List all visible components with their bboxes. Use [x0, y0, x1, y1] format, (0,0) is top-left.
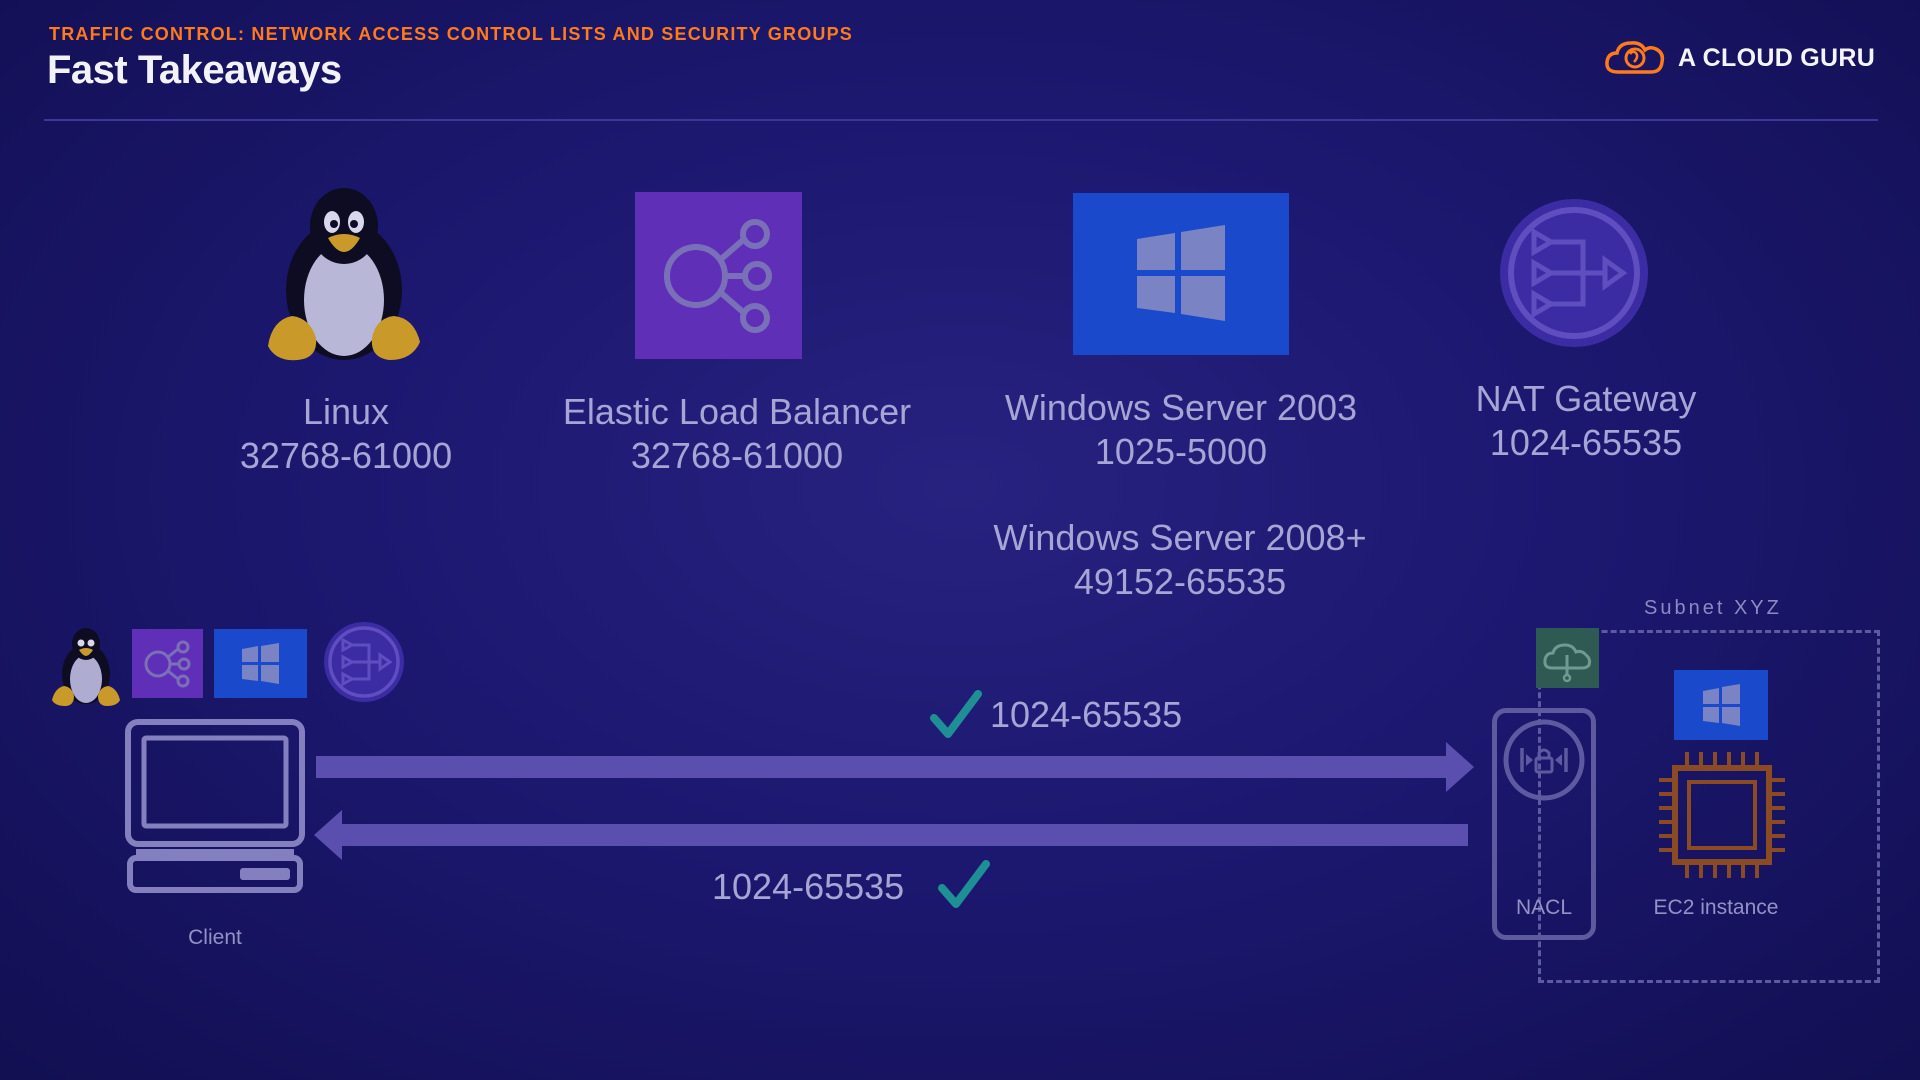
subnet-boundary [1538, 630, 1880, 983]
cloud-logo-icon [1605, 41, 1665, 74]
elb-label: Elastic Load Balancer [562, 391, 912, 432]
windows-2003-ports: 1025-5000 [1094, 431, 1268, 472]
elb-ports: 32768-61000 [630, 435, 844, 476]
header-divider [44, 119, 1878, 121]
nat-gateway-range: NAT Gateway 1024-65535 [1436, 377, 1736, 465]
small-windows-icon [214, 629, 307, 698]
elb-range: Elastic Load Balancer 32768-61000 [537, 390, 937, 478]
inbound-arrow-shaft [342, 824, 1468, 846]
nacl-label: NACL [1515, 896, 1573, 919]
outbound-ports: 1024-65535 [990, 694, 1183, 735]
linux-label: Linux [302, 391, 390, 432]
traffic-arrows [314, 742, 1474, 860]
linux-range: Linux 32768-61000 [196, 390, 496, 478]
brand-logo: A CLOUD GURU [1604, 38, 1875, 78]
windows-2008-label: Windows Server 2008+ [993, 517, 1367, 558]
subnet-cloud-icon [1536, 628, 1599, 688]
ec2-windows-icon [1674, 670, 1768, 740]
subnet-label: Subnet XYZ [1644, 597, 1782, 619]
client-label: Client [188, 926, 242, 949]
outbound-arrow-head [1446, 742, 1474, 792]
nacl-lock-icon [1503, 719, 1585, 801]
small-linux-icon [52, 628, 120, 706]
small-nat-gateway-icon [324, 622, 404, 702]
client-computer-icon [125, 719, 305, 893]
nacl-box [1492, 708, 1596, 940]
ec2-label: EC2 instance [1653, 896, 1779, 919]
small-load-balancer-icon [132, 629, 203, 698]
check-icon-outbound [930, 690, 982, 738]
page-title: Fast Takeaways [47, 48, 342, 92]
nat-gateway-icon [1500, 199, 1648, 347]
windows-2008-ports: 49152-65535 [1073, 561, 1287, 602]
nat-gateway-ports: 1024-65535 [1489, 422, 1683, 463]
nat-gateway-label: NAT Gateway [1475, 378, 1697, 419]
section-eyebrow: TRAFFIC CONTROL: NETWORK ACCESS CONTROL … [49, 24, 854, 44]
check-icon-inbound [938, 860, 990, 908]
windows-icon [1073, 193, 1289, 355]
logo-text: A CLOUD GURU [1678, 43, 1876, 72]
load-balancer-icon [635, 192, 802, 359]
windows-2003-label: Windows Server 2003 [1004, 387, 1358, 428]
ec2-chip-icon [1659, 752, 1785, 878]
windows-2003-range: Windows Server 2003 1025-5000 [976, 386, 1386, 474]
inbound-ports: 1024-65535 [712, 866, 905, 907]
linux-penguin-icon [268, 188, 420, 361]
windows-2008-range: Windows Server 2008+ 49152-65535 [960, 516, 1400, 604]
outbound-arrow-shaft [316, 756, 1446, 778]
inbound-arrow-head [314, 810, 342, 860]
linux-ports: 32768-61000 [239, 435, 453, 476]
